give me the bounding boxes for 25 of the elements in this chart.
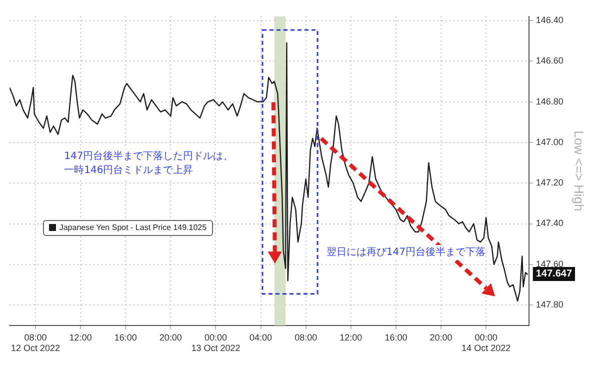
x-tick-label: 04:00 (250, 332, 272, 342)
x-tick-label: 12:00 (69, 332, 92, 342)
y-tick-label: 146.60 (536, 56, 564, 66)
y-tick-label: 147.20 (536, 178, 564, 188)
y-tick-label: 146.40 (536, 14, 564, 25)
x-tick-label: 00:00 13 Oct 2022 (191, 332, 240, 354)
annotation: 147円台後半まで下落した円ドルは、 (64, 149, 234, 164)
annotation: 147.647 (536, 268, 572, 280)
x-tick-label: 08:00 (294, 332, 318, 342)
x-tick-label: 16:00 (114, 332, 137, 342)
y-tick-label: 147.80 (536, 300, 564, 310)
x-tick-label: 20:00 (159, 332, 182, 342)
y-tick-label: 147.40 (536, 218, 564, 228)
y-tick-label: 146.80 (536, 96, 564, 106)
x-tick-label: 08:00 12 Oct 2022 (10, 332, 60, 354)
y-tick-label: 147.00 (536, 136, 564, 147)
y-axis-title: Low <=> High (572, 130, 587, 212)
x-tick-label: 16:00 (384, 332, 408, 342)
annotation: 一時146円台ミドルまで上昇 (64, 163, 194, 178)
x-tick-label: 00:00 14 Oct 2022 (462, 332, 511, 354)
y-tick-label: 147.60 (536, 258, 564, 269)
x-tick-label: 12:00 (340, 332, 362, 342)
annotation: 翌日には再び147円台後半まで下落 (326, 245, 486, 260)
legend-label: Japanese Yen Spot - Last Price 149.1025 (58, 223, 207, 232)
x-tick-label: 20:00 (430, 332, 452, 342)
